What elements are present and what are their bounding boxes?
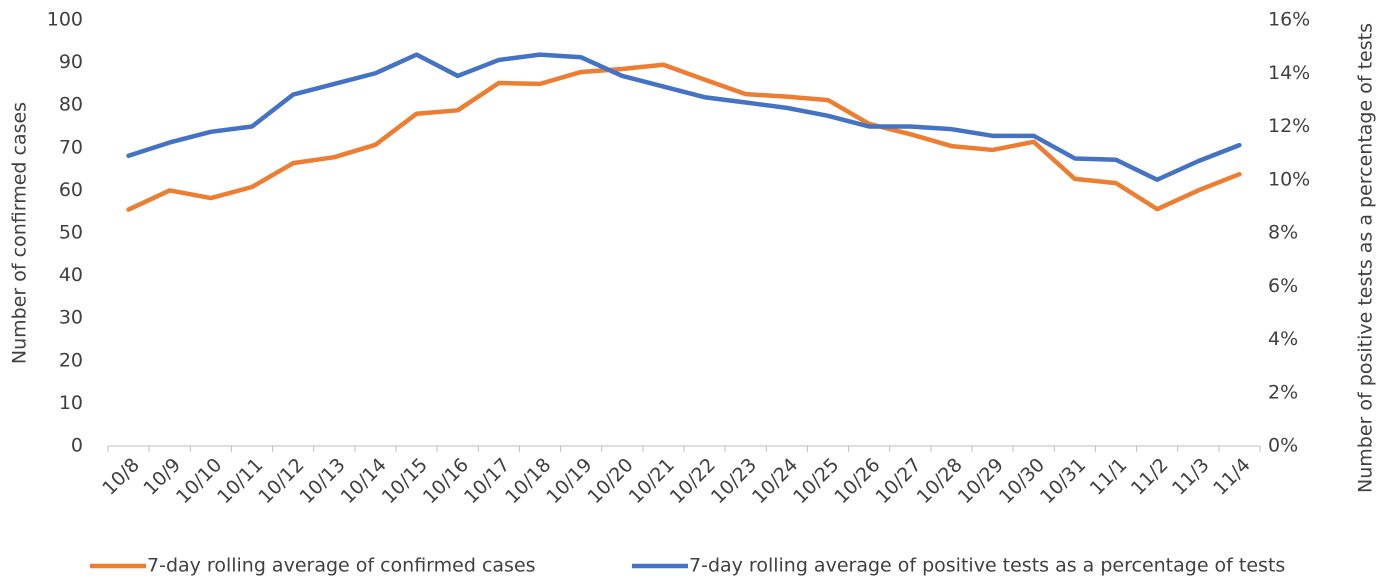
x-tick-label: 11/4: [1209, 454, 1255, 500]
y-tick-label: 30: [59, 307, 83, 329]
y-tick-label: 70: [59, 136, 83, 158]
y-tick-label: 20: [59, 349, 83, 371]
y2-tick-label: 16%: [1268, 9, 1310, 31]
x-tick-label: 10/17: [460, 454, 514, 508]
y-tick-label: 10: [59, 392, 83, 414]
y2-tick-label: 6%: [1268, 275, 1298, 297]
y2-tick-label: 10%: [1268, 168, 1310, 190]
x-tick-label: 10/20: [583, 454, 637, 508]
x-tick-label: 10/31: [1036, 454, 1090, 508]
x-tick-label: 10/14: [337, 454, 391, 508]
series-line: [126, 62, 1242, 212]
legend-label: 7-day rolling average of positive tests …: [689, 555, 1285, 577]
y-axis-title: Number of confirmed cases: [9, 102, 31, 364]
x-tick-label: 10/27: [871, 454, 925, 508]
y2-tick-label: 14%: [1268, 62, 1310, 84]
y2-tick-label: 4%: [1268, 328, 1298, 350]
y2-tick-label: 0%: [1268, 435, 1298, 457]
x-tick-label: 10/16: [419, 454, 473, 508]
y-tick-label: 80: [59, 94, 83, 116]
x-tick-label: 10/19: [542, 454, 596, 508]
y2-tick-label: 2%: [1268, 381, 1298, 403]
y-tick-label: 60: [59, 179, 83, 201]
legend-label: 7-day rolling average of confirmed cases: [147, 555, 536, 577]
x-tick-label: 10/26: [830, 454, 884, 508]
y2-tick-label: 8%: [1268, 222, 1298, 244]
x-tick-label: 10/30: [995, 454, 1049, 508]
x-tick-label: 10/18: [501, 454, 555, 508]
x-tick-label: 10/12: [254, 454, 308, 508]
y2-axis-title: Number of positive tests as a percentage…: [1355, 23, 1377, 493]
x-tick-label: 11/2: [1127, 454, 1173, 500]
x-tick-label: 10/10: [172, 454, 226, 508]
x-tick-label: 10/8: [98, 454, 144, 500]
y-tick-label: 100: [47, 9, 83, 31]
x-tick-label: 10/28: [913, 454, 967, 508]
x-tick-label: 10/13: [295, 454, 349, 508]
y2-tick-label: 12%: [1268, 115, 1310, 137]
x-tick-label: 10/21: [625, 454, 679, 508]
x-tick-label: 11/1: [1086, 454, 1132, 500]
x-tick-label: 11/3: [1168, 454, 1214, 500]
x-tick-label: 10/11: [213, 454, 267, 508]
y-tick-label: 40: [59, 264, 83, 286]
x-tick-label: 10/24: [748, 454, 802, 508]
y-tick-label: 50: [59, 222, 83, 244]
y-tick-label: 0: [71, 435, 83, 457]
x-tick-label: 10/23: [707, 454, 761, 508]
series-line: [126, 52, 1242, 182]
y-tick-label: 90: [59, 51, 83, 73]
x-tick-label: 10/29: [954, 454, 1008, 508]
x-tick-label: 10/22: [666, 454, 720, 508]
x-tick-label: 10/15: [378, 454, 432, 508]
x-tick-label: 10/25: [789, 454, 843, 508]
